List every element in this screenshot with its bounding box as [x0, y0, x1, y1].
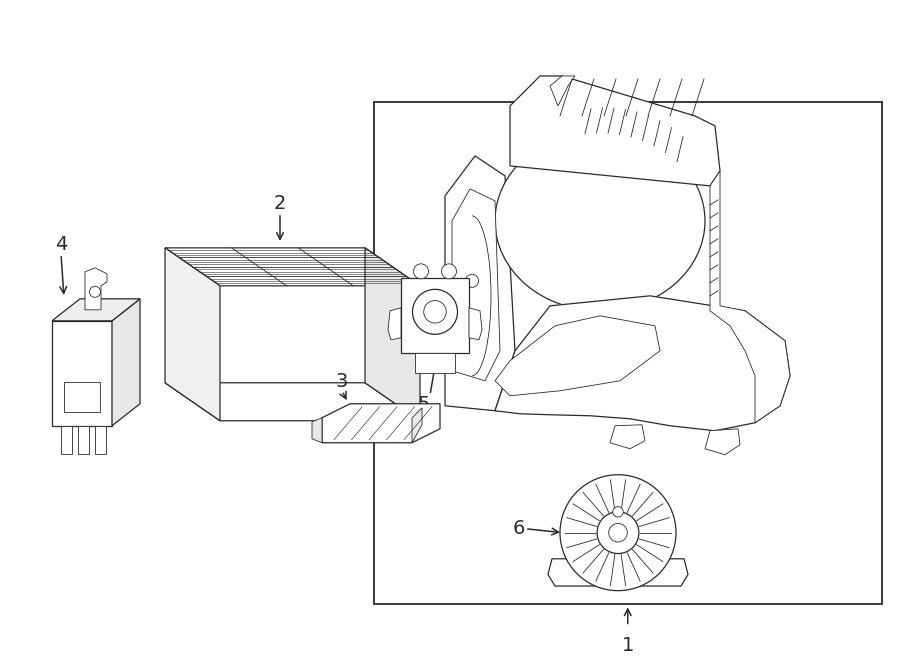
- Text: 2: 2: [274, 194, 286, 213]
- Bar: [78, 426, 89, 453]
- Polygon shape: [312, 418, 322, 443]
- Circle shape: [613, 506, 623, 517]
- Polygon shape: [610, 425, 645, 449]
- Polygon shape: [548, 559, 688, 586]
- Circle shape: [89, 286, 101, 297]
- Bar: [64, 382, 100, 412]
- Text: 3: 3: [336, 371, 348, 391]
- Polygon shape: [165, 383, 420, 421]
- Bar: [95, 426, 106, 453]
- Polygon shape: [388, 308, 401, 340]
- Polygon shape: [52, 299, 140, 321]
- Text: 5: 5: [418, 395, 430, 414]
- Circle shape: [442, 264, 456, 279]
- Polygon shape: [85, 268, 107, 310]
- Polygon shape: [495, 296, 790, 431]
- Ellipse shape: [495, 131, 705, 311]
- Bar: [61, 426, 72, 453]
- Polygon shape: [365, 248, 420, 421]
- Circle shape: [597, 512, 639, 553]
- Polygon shape: [322, 404, 440, 443]
- Polygon shape: [710, 171, 790, 423]
- Polygon shape: [495, 316, 660, 396]
- Circle shape: [413, 264, 428, 279]
- Polygon shape: [445, 156, 515, 410]
- Bar: [401, 278, 469, 353]
- Polygon shape: [112, 299, 140, 426]
- Polygon shape: [705, 429, 740, 455]
- Text: 4: 4: [55, 235, 68, 254]
- Polygon shape: [550, 76, 575, 106]
- Circle shape: [465, 274, 479, 288]
- Polygon shape: [469, 308, 482, 340]
- Bar: [374, 102, 882, 604]
- Bar: [52, 321, 112, 426]
- Polygon shape: [165, 248, 420, 286]
- Text: 6: 6: [513, 519, 525, 538]
- Polygon shape: [452, 189, 500, 381]
- Polygon shape: [165, 248, 220, 421]
- Circle shape: [608, 524, 627, 542]
- Bar: [415, 353, 455, 373]
- Polygon shape: [412, 408, 422, 443]
- Circle shape: [560, 475, 676, 591]
- Polygon shape: [510, 76, 720, 186]
- Circle shape: [412, 290, 457, 334]
- Circle shape: [424, 301, 446, 323]
- Text: 1: 1: [622, 637, 634, 656]
